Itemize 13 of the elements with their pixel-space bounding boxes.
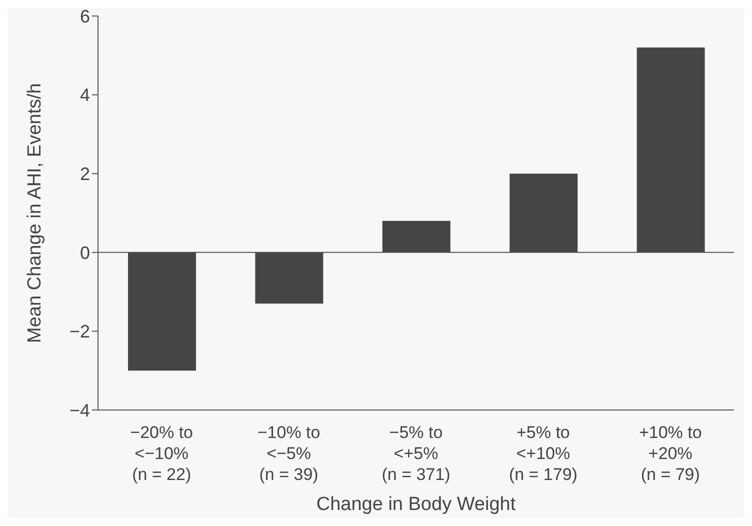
y-tick-label: 0	[80, 242, 90, 263]
y-tick-label: 6	[80, 6, 90, 26]
x-tick-label: −10% to <−5% (n = 39)	[257, 423, 320, 484]
x-tick-label: +10% to +20% (n = 79)	[638, 423, 702, 484]
x-tick-label: −5% to <+5% (n = 371)	[382, 423, 450, 484]
y-axis-title: Mean Change in AHI, Events/h	[24, 83, 46, 343]
y-tick-label: −2	[69, 322, 90, 342]
x-axis-title: Change in Body Weight	[316, 494, 516, 515]
x-tick-label: −20% to <−10% (n = 22)	[130, 423, 194, 484]
y-tick-label: 4	[80, 85, 90, 106]
x-tick-label: +5% to <+10% (n = 179)	[508, 423, 578, 484]
y-tick-label: −4	[69, 400, 90, 420]
y-tick-label: 2	[80, 164, 90, 184]
